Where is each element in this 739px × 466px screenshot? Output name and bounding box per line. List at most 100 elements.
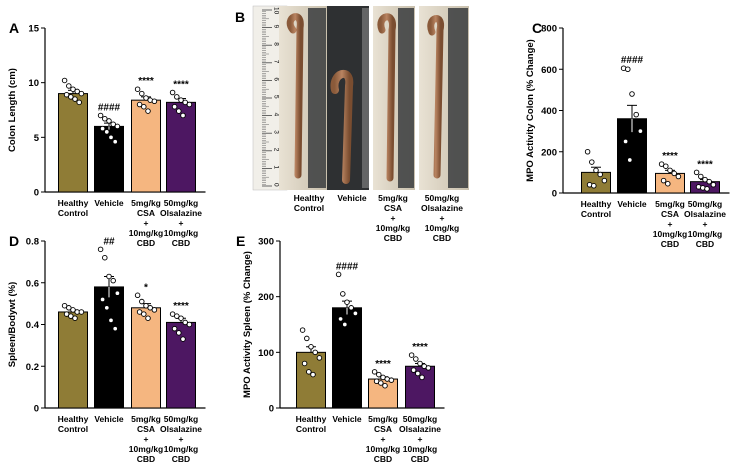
category-label: 5mg/kg (131, 414, 161, 424)
data-point (78, 90, 85, 97)
category-label: Vehicle (94, 198, 124, 208)
category-label: CBD (696, 239, 714, 249)
data-point (310, 371, 316, 378)
colon-healthy (286, 13, 304, 179)
data-point (352, 310, 359, 317)
y-tick-label: 0 (552, 189, 557, 200)
significance-label: **** (138, 76, 154, 87)
y-tick-label: 0 (269, 404, 274, 415)
significance-label: ## (103, 236, 115, 247)
data-point (340, 291, 346, 297)
ruler-ticks: 0 1 2 3 4 5 6 7 8 9 10 (262, 7, 280, 187)
data-point (99, 125, 106, 132)
data-point (134, 292, 141, 299)
bar (131, 307, 161, 409)
category-label: 5mg/kg (368, 414, 398, 424)
data-point (136, 101, 143, 108)
y-axis-label: Spleen/Bodywt (%) (7, 282, 18, 368)
y-axis-label: MPO Activity Spleen (% Change) (242, 251, 253, 398)
significance-label: * (144, 282, 148, 293)
y-tick-label: 0 (34, 188, 39, 199)
category-label: 10mg/kg (164, 228, 199, 238)
category-label: + (144, 218, 149, 228)
category-label: 10mg/kg (688, 229, 723, 239)
category-label: Healthy (296, 414, 327, 424)
y-tick-label: 0 (34, 404, 39, 415)
data-point (141, 311, 147, 317)
data-point (337, 316, 344, 322)
category-label: Control (296, 424, 326, 434)
data-point (171, 325, 178, 332)
category-label: 5mg/kg (655, 199, 685, 209)
y-tick-label: 15 (28, 24, 39, 35)
data-point (176, 108, 182, 114)
photo-ruler-strip (308, 8, 326, 188)
panel-label-a: A (9, 20, 19, 36)
data-point (629, 91, 635, 97)
category-label: 50mg/kg (403, 414, 438, 424)
category-label: 10mg/kg (403, 444, 438, 454)
data-point (710, 181, 717, 188)
data-point (671, 170, 677, 177)
data-point (413, 356, 419, 362)
data-point (72, 96, 78, 102)
ruler-tick-label: 9 (273, 25, 280, 29)
category-label: CBD (411, 454, 429, 464)
data-point (97, 112, 104, 119)
photo-category-label: Vehicle (337, 193, 367, 203)
category-label: Healthy (58, 414, 89, 424)
significance-label: **** (173, 80, 189, 91)
photo-category-label: + (440, 213, 445, 223)
data-point (419, 374, 425, 381)
data-point (176, 330, 182, 336)
data-point (306, 369, 312, 375)
significance-label: **** (697, 159, 713, 170)
data-point (139, 298, 145, 305)
data-point (637, 128, 644, 134)
category-label: CBD (172, 238, 190, 248)
significance-label: **** (375, 359, 391, 370)
y-tick-label: 5 (34, 133, 40, 144)
data-point (312, 349, 318, 356)
data-point (72, 315, 78, 321)
data-point (597, 171, 603, 178)
photo-ruler-strip (362, 8, 369, 188)
chart-mpo-colon: 0 200 400 600 800 MPO Activity Colon (% Chang… (525, 24, 730, 249)
y-tick-label: 400 (541, 106, 557, 117)
category-label: + (418, 434, 423, 444)
data-point (68, 94, 74, 100)
ruler-tick-label: 10 (273, 7, 280, 15)
data-point (301, 360, 308, 367)
data-point (344, 299, 350, 305)
data-point (114, 123, 121, 130)
bar (58, 93, 88, 193)
significance-label: **** (173, 301, 189, 312)
data-point (180, 112, 186, 119)
data-point (178, 97, 184, 103)
category-label: 10mg/kg (366, 444, 401, 454)
data-point (675, 173, 682, 180)
data-point (299, 327, 306, 333)
category-label: 10mg/kg (653, 229, 688, 239)
data-point (308, 344, 314, 350)
data-point (66, 83, 72, 89)
data-point (139, 90, 145, 97)
data-point (698, 173, 704, 180)
data-point (415, 370, 421, 377)
data-point (174, 94, 180, 100)
chart-mpo-spleen: 0 100 200 300 MPO Activity Spleen (% Change)… (242, 237, 445, 464)
data-point (76, 99, 82, 106)
y-tick-label: 10 (28, 78, 39, 89)
bar (58, 311, 88, 409)
data-point (182, 99, 188, 106)
category-label: CBD (137, 454, 155, 464)
photo-category-label: 5mg/kg (378, 193, 408, 203)
ruler-tick-label: 2 (273, 148, 280, 152)
data-point (108, 134, 114, 141)
data-point (316, 355, 323, 361)
data-point (417, 360, 423, 367)
data-point (388, 377, 395, 383)
category-label: Vehicle (617, 199, 647, 209)
